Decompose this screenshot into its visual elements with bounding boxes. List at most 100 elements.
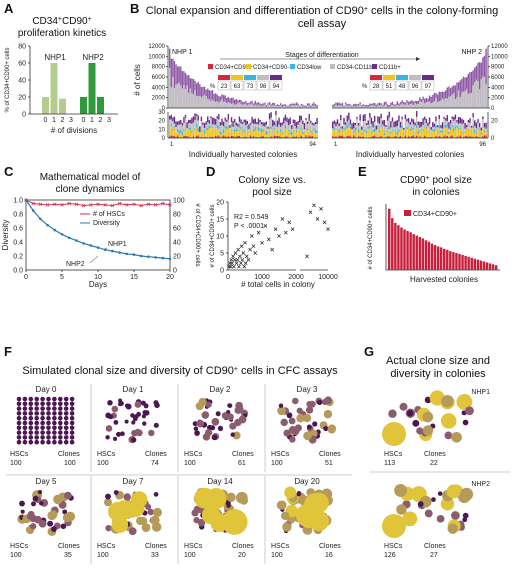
panel-e-bar bbox=[452, 252, 455, 270]
panel-b-lower-y-tick-label: 30 bbox=[158, 110, 165, 116]
panel-b-lower-bar bbox=[176, 135, 179, 138]
panel-d-x-tick-label: 2000 bbox=[288, 274, 304, 281]
panel-b-lower-bar bbox=[383, 132, 386, 135]
panel-f-clones-value: 100 bbox=[64, 460, 76, 467]
panel-b-table-value: 63 bbox=[234, 84, 241, 90]
panel-e-bar bbox=[458, 253, 461, 270]
panel-b-lower-bar bbox=[284, 120, 287, 125]
panel-d-point bbox=[270, 247, 275, 252]
panel-b-lower-bar bbox=[424, 125, 426, 127]
panel-b-lower-bar bbox=[391, 117, 394, 122]
panel-b-lower-bar bbox=[373, 115, 376, 122]
panel-b-bar-grey bbox=[449, 96, 452, 108]
panel-g-cell-dot bbox=[444, 431, 453, 440]
panel-b-lower-bar bbox=[186, 132, 188, 137]
panel-e-bar bbox=[430, 243, 434, 270]
panel-b-bar-grey bbox=[346, 105, 348, 108]
panel-b-lower-bar bbox=[313, 123, 315, 126]
panel-b-lower-bar bbox=[169, 127, 171, 137]
panel-b-lower-bar bbox=[461, 131, 463, 134]
panel-b-lower-bar bbox=[207, 122, 209, 128]
panel-b-lower-bar bbox=[425, 118, 428, 124]
panel-d-point bbox=[232, 257, 237, 262]
panel-b-table-value: 94 bbox=[273, 84, 280, 90]
panel-b-lower-bar bbox=[218, 135, 220, 138]
panel-b-bar bbox=[375, 104, 378, 108]
panel-b-lower-bar bbox=[222, 121, 225, 127]
panel-f-cell-dot bbox=[292, 397, 299, 405]
panel-b-lower-bar bbox=[482, 127, 484, 128]
panel-f-cell-dot bbox=[52, 411, 57, 416]
panel-b-lower-bar bbox=[462, 137, 465, 138]
panel-b-bar bbox=[295, 102, 298, 108]
panel-f-cell-dot bbox=[22, 401, 28, 407]
panel-b-lower-bar bbox=[388, 125, 390, 129]
panel-b-lower-bar bbox=[213, 131, 215, 138]
panel-b-bar-grey bbox=[245, 103, 247, 108]
panel-f-cell-dot bbox=[211, 434, 218, 441]
panel-b-lower-bar bbox=[427, 131, 429, 137]
panel-f-cell-dot bbox=[148, 429, 155, 437]
panel-b-lower-bar bbox=[404, 135, 407, 138]
panel-f-day-label: Day 0 bbox=[36, 385, 57, 394]
panel-b-lower-bar bbox=[357, 136, 360, 138]
panel-c-hsc-point bbox=[139, 203, 143, 208]
panel-b-lower-bar bbox=[391, 121, 394, 130]
panel-b-bar-grey bbox=[191, 93, 193, 108]
panel-b-lower-bar bbox=[245, 119, 247, 126]
panel-b-lower-bar bbox=[297, 124, 299, 128]
panel-b-lower-bar bbox=[475, 136, 478, 138]
panel-b-lower-bar bbox=[238, 135, 241, 138]
panel-a-bar bbox=[50, 63, 58, 114]
panel-b-lower-bar bbox=[249, 130, 252, 136]
panel-b-bar bbox=[367, 105, 369, 108]
panel-b-bar-grey bbox=[436, 101, 439, 108]
panel-b-lower-bar bbox=[370, 136, 373, 138]
panel-b-lower-bar bbox=[232, 130, 234, 136]
panel-f-cell-dot bbox=[201, 411, 210, 419]
panel-b-lower-bar bbox=[235, 130, 237, 137]
panel-b-bar-grey bbox=[469, 93, 471, 108]
panel-f-day-label: Day 14 bbox=[207, 477, 233, 486]
panel-b-lower-bar bbox=[224, 125, 226, 129]
panel-b-bar-grey bbox=[370, 105, 373, 108]
panel-b-lower-y-tick-label-right: 0 bbox=[491, 136, 495, 142]
panel-d-y-tick-label: 15 bbox=[216, 217, 224, 224]
panel-b-bar-grey bbox=[176, 83, 179, 108]
panel-b-lower-bar bbox=[419, 131, 421, 137]
panel-b-nhp2-label: NHP 2 bbox=[462, 49, 483, 56]
panel-d-point bbox=[244, 254, 249, 259]
panel-b-lower-bar bbox=[306, 124, 309, 129]
panel-b-lower-bar bbox=[335, 136, 337, 138]
panel-b-lower-bar bbox=[427, 130, 429, 132]
panel-b-lower-bar bbox=[188, 123, 190, 128]
panel-b-bar-grey bbox=[427, 102, 429, 108]
panel-f-cell-dot bbox=[327, 425, 336, 434]
panel-b-bar-grey bbox=[404, 104, 407, 108]
panel-b-lower-bar bbox=[367, 128, 369, 138]
panel-b-lower-bar bbox=[170, 126, 172, 136]
panel-f-cell-dot bbox=[34, 515, 42, 524]
panel-b-lower-bar bbox=[256, 122, 258, 125]
panel-g-cell-dot bbox=[424, 509, 433, 518]
panel-a-x-tick-label: 2 bbox=[99, 117, 103, 124]
panel-b-lower-bar bbox=[305, 118, 307, 120]
panel-g-cell-dot bbox=[416, 427, 424, 435]
panel-f-cell-dot bbox=[52, 406, 57, 411]
panel-b-y-tick-label: 2000 bbox=[152, 96, 166, 102]
panel-b-legend-label: CD11b+ bbox=[379, 65, 401, 71]
panel-f-cell-dot bbox=[305, 406, 314, 414]
panel-d-point bbox=[243, 261, 248, 266]
panel-f-cell-dot bbox=[193, 516, 200, 524]
panel-a-bar bbox=[97, 97, 104, 114]
panel-b-bar-grey bbox=[211, 99, 214, 108]
panel-b-lower-bar bbox=[302, 134, 304, 138]
panel-b-bar-grey bbox=[243, 104, 245, 108]
panel-c-annotation-line bbox=[105, 247, 108, 250]
panel-f-cell-dot bbox=[153, 400, 159, 406]
panel-e-bar bbox=[397, 225, 400, 270]
panel-e-bar bbox=[479, 260, 483, 270]
panel-b-lower-bar bbox=[237, 126, 239, 130]
